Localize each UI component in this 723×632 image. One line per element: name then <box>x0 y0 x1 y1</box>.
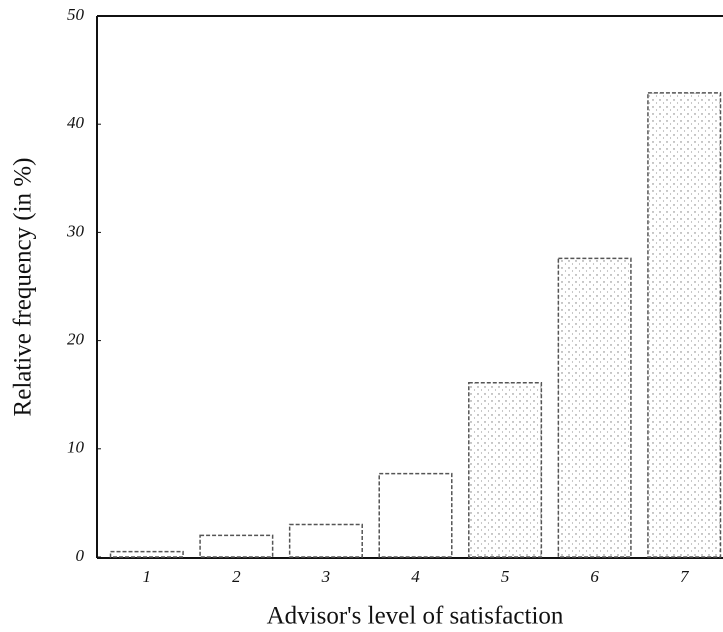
bar <box>378 472 453 558</box>
y-axis-label: Relative frequency (in %) <box>10 158 37 417</box>
x-tick-label: 5 <box>501 567 510 586</box>
x-tick-label: 1 <box>143 567 152 586</box>
y-tick-label: 30 <box>66 221 85 240</box>
y-tick-label: 10 <box>67 438 85 457</box>
x-axis-label: Advisor's level of satisfaction <box>267 603 564 630</box>
y-tick-label: 40 <box>67 113 85 132</box>
bar <box>647 92 722 558</box>
bar <box>288 523 363 558</box>
x-tick-label: 7 <box>680 567 690 586</box>
y-tick-label: 20 <box>67 330 85 349</box>
bar <box>468 382 543 558</box>
y-tick-label: 0 <box>76 546 85 565</box>
x-tick-label: 3 <box>321 567 331 586</box>
x-tick-label: 2 <box>232 567 241 586</box>
x-tick-label: 6 <box>590 567 599 586</box>
bar <box>109 550 184 558</box>
x-tick-label: 4 <box>411 567 420 586</box>
y-tick-label: 50 <box>67 5 85 24</box>
bar <box>557 257 632 558</box>
bar <box>199 534 274 558</box>
